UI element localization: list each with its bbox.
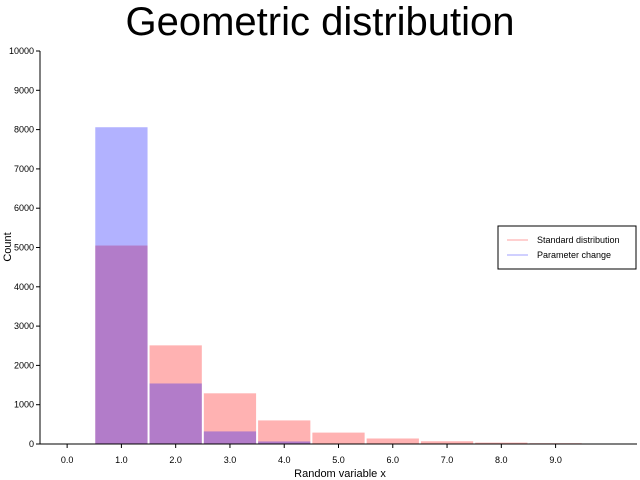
y-tick-label: 10000 xyxy=(9,46,34,56)
bars-layer xyxy=(95,127,636,444)
y-tick-label: 1000 xyxy=(14,400,34,410)
bar-parameter-1 xyxy=(95,127,148,444)
x-axis-label: Random variable x xyxy=(294,468,386,480)
y-tick-label: 8000 xyxy=(14,125,34,135)
y-tick-label: 6000 xyxy=(14,203,34,213)
x-tick-label: 3.0 xyxy=(224,455,237,465)
x-tick-label: 4.0 xyxy=(278,455,291,465)
bar-standard-7 xyxy=(420,441,474,444)
bar-parameter-3 xyxy=(203,431,257,444)
x-tick-label: 8.0 xyxy=(495,455,508,465)
y-tick-label: 5000 xyxy=(14,243,34,253)
y-tick-label: 9000 xyxy=(14,85,34,95)
x-tick-label: 1.0 xyxy=(115,455,128,465)
legend: Standard distribution Parameter change xyxy=(497,225,637,270)
x-tick-label: 6.0 xyxy=(387,455,400,465)
x-tick-label: 7.0 xyxy=(441,455,454,465)
legend-label-parameter: Parameter change xyxy=(537,250,611,260)
y-axis-label: Count xyxy=(2,232,14,261)
bar-standard-3 xyxy=(203,393,257,444)
x-tick-label: 5.0 xyxy=(332,455,345,465)
x-tick-label: 9.0 xyxy=(549,455,562,465)
y-tick-label: 2000 xyxy=(14,360,34,370)
x-tick-label: 0.0 xyxy=(61,455,74,465)
bar-parameter-2 xyxy=(149,383,202,444)
bar-standard-2 xyxy=(149,345,202,444)
y-tick-label: 3000 xyxy=(14,321,34,331)
bar-standard-4 xyxy=(258,420,311,444)
axes-layer: 0 1000 2000 3000 4000 5000 6000 7000 8000 9000 100… xyxy=(9,46,637,465)
bar-standard-1 xyxy=(95,245,148,444)
y-tick-label: 7000 xyxy=(14,164,34,174)
bar-standard-6 xyxy=(366,438,419,444)
bar-standard-8 xyxy=(475,442,528,444)
legend-label-standard: Standard distribution xyxy=(537,235,620,245)
bar-parameter-4 xyxy=(258,441,311,444)
y-tick-label: 0 xyxy=(29,439,34,449)
x-tick-label: 2.0 xyxy=(169,455,182,465)
chart-title: Geometric distribution xyxy=(125,0,515,44)
y-tick-label: 4000 xyxy=(14,282,34,292)
bar-standard-5 xyxy=(312,432,365,444)
legend-box xyxy=(497,225,637,270)
